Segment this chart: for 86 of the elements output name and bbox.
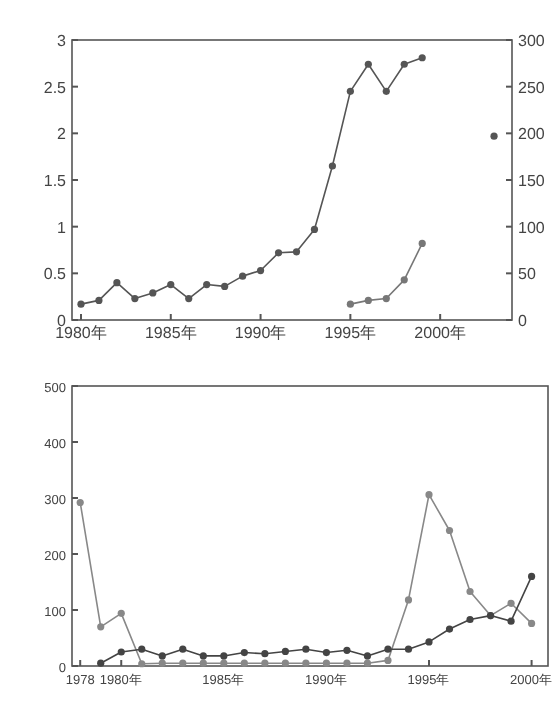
point: [418, 54, 426, 62]
point: [310, 225, 319, 234]
y2-tick-label: 0: [518, 312, 528, 330]
point: [445, 625, 454, 633]
point: [302, 659, 310, 667]
point: [158, 659, 166, 667]
point: [221, 282, 229, 290]
point: [274, 249, 283, 257]
point: [445, 526, 454, 535]
point: [382, 87, 390, 95]
point: [363, 659, 372, 667]
point: [113, 279, 121, 287]
point: [261, 659, 269, 667]
point: [97, 623, 105, 631]
point: [117, 609, 125, 617]
y2-tick-label: 100: [518, 218, 546, 237]
point: [167, 280, 175, 289]
point: [302, 645, 310, 653]
y-tick-label: 0.5: [43, 265, 68, 284]
point: [203, 280, 211, 289]
point: [466, 615, 474, 624]
y2-tick-label: 150: [518, 172, 546, 190]
point: [425, 638, 433, 646]
y-tick-label: 2: [57, 125, 68, 144]
point: [77, 300, 85, 308]
point: [220, 652, 228, 660]
y2-tick-label: 50: [518, 265, 537, 284]
point: [281, 647, 289, 656]
point: [527, 619, 536, 628]
y-tick-label: 0: [57, 312, 68, 330]
x-tick-label: 1990年: [234, 324, 287, 342]
y2-tick-label: 200: [518, 125, 546, 144]
y-tick-label: 3: [57, 32, 68, 50]
point: [292, 248, 301, 256]
point: [418, 239, 426, 248]
point: [328, 162, 337, 170]
point: [404, 645, 413, 653]
point: [400, 276, 408, 284]
point: [281, 659, 289, 667]
point: [343, 659, 351, 667]
point: [364, 60, 372, 68]
point: [466, 587, 474, 596]
x-tick-label: 1980年: [55, 324, 107, 342]
point: [199, 652, 207, 660]
point: [158, 652, 166, 660]
point: [343, 646, 351, 654]
point: [149, 289, 157, 297]
point: [240, 659, 248, 667]
point: [179, 645, 187, 653]
point: [384, 656, 392, 664]
point: [95, 296, 103, 304]
y-tick-label: 2.5: [43, 78, 68, 97]
point: [239, 272, 247, 280]
point: [131, 294, 139, 303]
point: [138, 645, 146, 653]
point: [185, 294, 193, 303]
point: [490, 132, 498, 140]
point: [527, 572, 536, 580]
point: [507, 599, 515, 607]
point: [97, 659, 105, 667]
point: [404, 596, 413, 604]
point: [199, 659, 207, 667]
point: [425, 491, 433, 499]
x-tick-label: 1985年: [144, 324, 197, 342]
point: [382, 294, 390, 303]
y-tick-label: 1: [57, 218, 68, 237]
point: [507, 617, 515, 625]
point: [179, 659, 187, 667]
point: [384, 645, 392, 653]
point: [117, 648, 125, 656]
point: [261, 650, 269, 658]
point: [76, 498, 84, 507]
point: [363, 652, 372, 660]
y2-tick-label: 250: [518, 78, 546, 97]
y-tick-label: 1.5: [43, 172, 68, 190]
point: [364, 296, 372, 304]
point: [400, 60, 408, 68]
y2-tick-label: 300: [518, 32, 546, 50]
point: [240, 648, 248, 657]
point: [256, 266, 265, 275]
point: [346, 87, 354, 95]
x-tick-label: 2000年: [414, 324, 466, 342]
point: [138, 660, 146, 668]
x-tick-label: 1995年: [324, 324, 377, 342]
point: [322, 648, 331, 657]
point: [346, 300, 354, 308]
